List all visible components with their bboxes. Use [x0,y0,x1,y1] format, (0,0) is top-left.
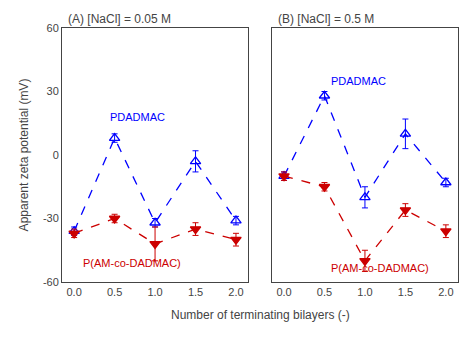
svg-text:Apparent zeta potential (mV): Apparent zeta potential (mV) [17,79,31,232]
svg-text:1.0: 1.0 [147,286,162,298]
svg-text:0.0: 0.0 [66,286,81,298]
svg-text:1.0: 1.0 [357,286,372,298]
svg-text:1.5: 1.5 [188,286,203,298]
svg-text:0: 0 [53,149,59,161]
svg-text:(B) [NaCl] = 0.5 M: (B) [NaCl] = 0.5 M [278,12,374,26]
svg-text:0.5: 0.5 [317,286,332,298]
svg-text:-60: -60 [43,276,59,288]
svg-text:2.0: 2.0 [438,286,453,298]
svg-text:Number of terminating bilayers: Number of terminating bilayers (-) [171,308,350,322]
svg-text:P(AM-co-DADMAC): P(AM-co-DADMAC) [331,262,429,274]
svg-text:P(AM-co-DADMAC): P(AM-co-DADMAC) [83,257,181,269]
svg-text:-30: -30 [43,212,59,224]
svg-text:PDADMAC: PDADMAC [331,75,386,87]
svg-text:0.0: 0.0 [276,286,291,298]
svg-text:(A) [NaCl] = 0.05 M: (A) [NaCl] = 0.05 M [68,12,171,26]
svg-text:60: 60 [47,22,59,34]
svg-text:2.0: 2.0 [228,286,243,298]
svg-text:0.5: 0.5 [107,286,122,298]
svg-text:1.5: 1.5 [398,286,413,298]
svg-text:PDADMAC: PDADMAC [110,111,165,123]
svg-text:30: 30 [47,85,59,97]
